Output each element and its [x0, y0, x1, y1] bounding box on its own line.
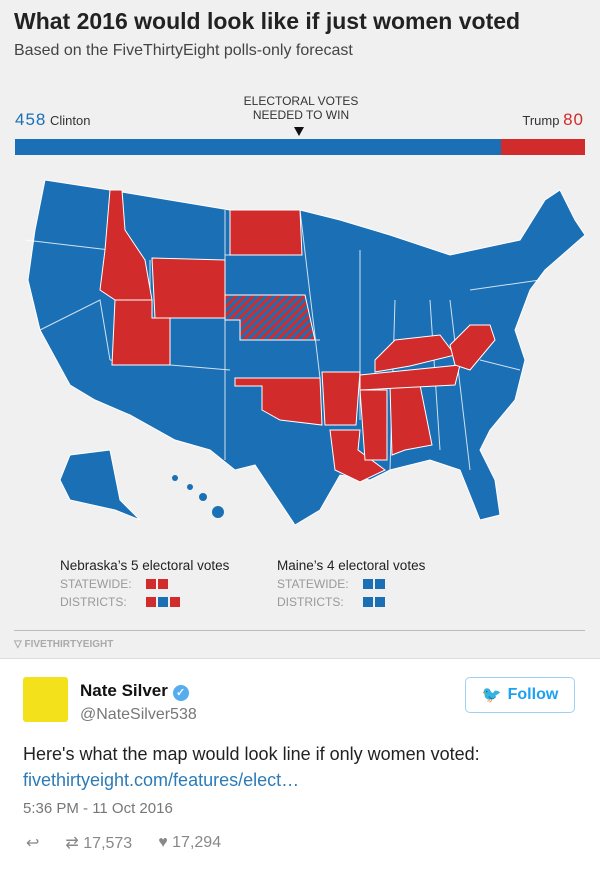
heart-icon: ♥: [158, 834, 168, 851]
fivethirtyeight-credit: ▽ FIVETHIRTYEIGHT: [14, 639, 113, 650]
nebraska-legend-title: Nebraska’s 5 electoral votes: [60, 558, 230, 573]
tweet: Nate Silver ✓ @NateSilver538 Here's what…: [0, 659, 600, 871]
needed-to-win-label: ELECTORAL VOTES NEEDED TO WIN: [236, 94, 366, 122]
like-button[interactable]: ♥ 17,294: [158, 834, 221, 852]
tweet-actions: ↩ ⇄ 17,573 ♥ 17,294: [26, 833, 221, 853]
retweet-icon: ⇄: [65, 835, 79, 852]
state-wyoming: [151, 257, 226, 319]
clinton-name: Clinton: [50, 113, 91, 128]
nebraska-statewide-label: STATEWIDE:: [60, 577, 132, 591]
graphic-title: What 2016 would look like if just women …: [14, 8, 521, 34]
state-louisiana: [329, 429, 386, 483]
maine-districts-label: DISTRICTS:: [277, 595, 344, 609]
state-mississippi: [359, 389, 388, 461]
retweet-count: 17,573: [83, 835, 133, 852]
state-north-dakota: [229, 209, 303, 256]
verified-badge-icon: ✓: [172, 685, 189, 701]
clinton-bar: [15, 139, 501, 155]
like-count: 17,294: [172, 834, 222, 851]
tweet-text: Here's what the map would look line if o…: [23, 744, 480, 764]
tweet-link[interactable]: fivethirtyeight.com/features/elect…: [23, 770, 300, 790]
needed-label-line2: NEEDED TO WIN: [252, 108, 350, 122]
needed-label-line1: ELECTORAL VOTES: [243, 94, 359, 108]
retweet-button[interactable]: ⇄ 17,573: [65, 833, 132, 853]
fox-logo-icon: ▽: [14, 639, 25, 650]
author-handle[interactable]: @NateSilver538: [80, 706, 197, 723]
maine-legend: Maine’s 4 electoral votes STATEWIDE: DIS…: [277, 558, 425, 609]
state-arkansas: [321, 371, 361, 426]
author-name[interactable]: Nate Silver ✓: [80, 681, 189, 701]
state-west-virginia: [449, 324, 496, 371]
credit-text: FIVETHIRTYEIGHT: [24, 639, 114, 650]
trump-votes: 80: [563, 110, 584, 129]
divider: [14, 630, 585, 631]
follow-label: Follow: [507, 686, 559, 703]
state-nebraska: [224, 294, 316, 341]
avatar[interactable]: [23, 677, 68, 722]
nebraska-districts-label: DISTRICTS:: [60, 595, 127, 609]
tweet-timestamp[interactable]: 5:36 PM - 11 Oct 2016: [23, 800, 173, 817]
state-oklahoma: [234, 377, 323, 426]
clinton-tally: 458 Clinton: [15, 110, 90, 130]
maine-statewide-label: STATEWIDE:: [277, 577, 349, 591]
trump-name: Trump: [522, 113, 560, 128]
map-graphic: What 2016 would look like if just women …: [0, 0, 600, 659]
clinton-votes: 458: [15, 110, 47, 129]
follow-button[interactable]: 🐦 Follow: [465, 677, 575, 713]
us-map: [24, 179, 586, 526]
author-name-text[interactable]: Nate Silver: [80, 681, 168, 700]
maine-legend-title: Maine’s 4 electoral votes: [277, 558, 426, 573]
threshold-marker-icon: [294, 127, 304, 136]
twitter-bird-icon: 🐦: [481, 687, 502, 704]
state-tennessee: [359, 364, 461, 391]
graphic-subtitle: Based on the FiveThirtyEight polls-only …: [14, 42, 353, 59]
trump-bar: [501, 139, 585, 155]
state-hawaii: [172, 475, 224, 518]
trump-tally: Trump 80: [522, 110, 584, 130]
state-utah: [111, 299, 171, 366]
reply-icon[interactable]: ↩: [26, 835, 40, 852]
state-alaska: [59, 449, 141, 521]
nebraska-legend: Nebraska’s 5 electoral votes STATEWIDE: …: [60, 558, 229, 609]
